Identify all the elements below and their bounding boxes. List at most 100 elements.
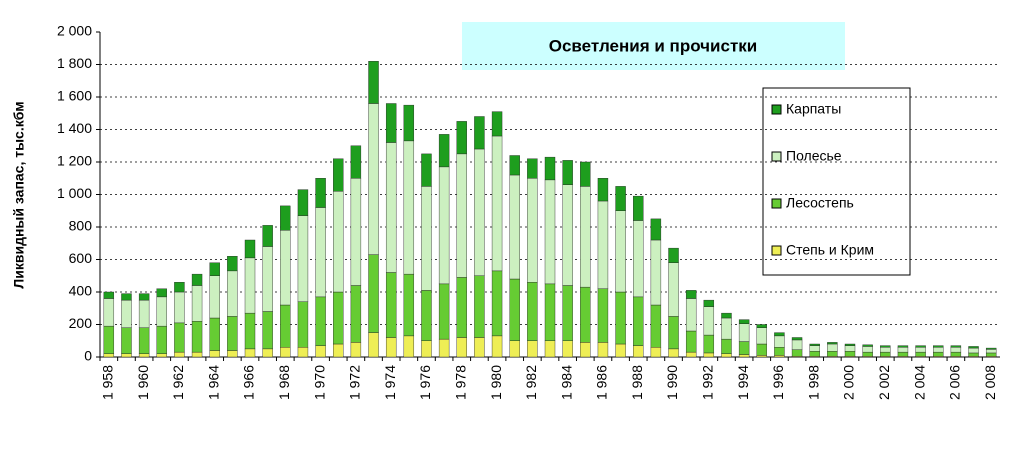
x-tick-label: 1 982: [523, 365, 539, 400]
bar-segment: [703, 306, 715, 336]
bar-segment: [491, 135, 503, 272]
bar-segment: [668, 262, 679, 317]
bar-segment: [262, 225, 273, 247]
bar-segment: [227, 350, 238, 358]
bar-segment: [103, 291, 115, 299]
bar-segment: [633, 195, 644, 221]
bar-segment: [897, 351, 909, 357]
bar-segment: [121, 327, 132, 354]
bar-segment: [615, 210, 626, 293]
bar-segment: [509, 340, 520, 358]
bar-segment: [156, 325, 167, 354]
y-tick-label: 600: [69, 250, 93, 266]
bar-segment: [438, 338, 450, 358]
y-tick-label: 1 400: [57, 120, 92, 136]
bar-segment: [862, 344, 873, 347]
x-tick-label: 1 996: [770, 365, 786, 400]
bar-segment: [333, 158, 344, 192]
y-tick-label: 0: [84, 348, 92, 364]
x-tick-label: 1 976: [417, 365, 433, 400]
x-tick-label: 2 004: [911, 365, 927, 400]
bar-segment: [685, 351, 697, 358]
bar-segment: [703, 352, 715, 358]
bar-segment: [297, 215, 309, 302]
bar-segment: [509, 155, 520, 176]
bar-segment: [562, 160, 573, 185]
x-tick-label: 1 972: [347, 365, 363, 400]
bar-segment: [827, 343, 838, 352]
bar-segment: [297, 301, 309, 348]
bar-segment: [544, 179, 556, 285]
bar-segment: [297, 189, 309, 216]
x-tick-label: 1 966: [241, 365, 257, 400]
bar-segment: [456, 277, 467, 338]
x-tick-label: 1 994: [735, 365, 751, 400]
bar-segment: [121, 353, 132, 358]
bar-segment: [227, 270, 238, 317]
bar-segment: [597, 288, 609, 343]
bar-segment: [685, 290, 697, 299]
x-tick-label: 1 992: [700, 365, 716, 400]
x-tick-label: 1 988: [629, 365, 645, 400]
bar-segment: [968, 347, 979, 354]
bar-segment: [968, 352, 979, 357]
bar-segment: [315, 207, 326, 298]
bar-segment: [315, 296, 326, 346]
bar-segment: [880, 345, 891, 348]
bar-segment: [227, 316, 238, 351]
bar-segment: [509, 278, 520, 341]
bar-segment: [280, 304, 291, 348]
legend-swatch: [771, 104, 782, 115]
bar-segment: [650, 218, 662, 241]
bar-segment: [244, 257, 256, 314]
bar-segment: [668, 247, 679, 263]
bar-segment: [421, 340, 432, 358]
bar-segment: [968, 346, 979, 349]
bar-segment: [650, 347, 662, 358]
x-tick-label: 2 006: [947, 365, 963, 400]
x-tick-label: 1 964: [205, 365, 221, 400]
y-tick-label: 400: [69, 283, 93, 299]
x-tick-label: 1 974: [382, 365, 398, 400]
bar-segment: [421, 290, 432, 341]
y-axis-label: Ликвидный запас, тыс.кбм: [11, 101, 27, 288]
bar-segment: [544, 156, 556, 181]
bar-segment: [756, 343, 767, 356]
legend-swatch: [771, 198, 782, 209]
bar-segment: [244, 239, 256, 259]
legend-label: Карпаты: [786, 101, 841, 117]
bar-segment: [809, 345, 820, 352]
bar-segment: [227, 256, 238, 272]
bar-segment: [915, 345, 926, 348]
bar-segment: [774, 347, 785, 356]
chart-title: Осветления и прочистки: [549, 36, 757, 55]
bar-segment: [580, 286, 591, 343]
bar-segment: [456, 121, 467, 155]
bar-segment: [633, 345, 644, 358]
bar-segment: [844, 343, 856, 346]
x-tick-label: 1 980: [488, 365, 504, 400]
bar-segment: [156, 288, 167, 298]
bar-segment: [174, 351, 185, 358]
bar-segment: [738, 323, 750, 342]
bar-segment: [738, 354, 750, 358]
bar-segment: [950, 345, 962, 348]
bar-segment: [474, 148, 485, 276]
bar-segment: [580, 186, 591, 288]
bar-segment: [774, 332, 785, 337]
bar-segment: [368, 103, 379, 255]
bar-segment: [209, 350, 220, 358]
x-tick-label: 1 978: [452, 365, 468, 400]
bar-segment: [438, 134, 450, 168]
bar-segment: [950, 347, 962, 353]
legend-label: Полесье: [786, 148, 842, 164]
bar-segment: [438, 283, 450, 340]
y-tick-label: 1 800: [57, 55, 92, 71]
x-tick-label: 1 962: [170, 365, 186, 400]
bar-segment: [403, 104, 415, 142]
bar-segment: [668, 316, 679, 350]
bar-segment: [721, 312, 732, 319]
bar-segment: [456, 337, 467, 358]
bar-segment: [580, 342, 591, 358]
bar-segment: [121, 293, 132, 301]
